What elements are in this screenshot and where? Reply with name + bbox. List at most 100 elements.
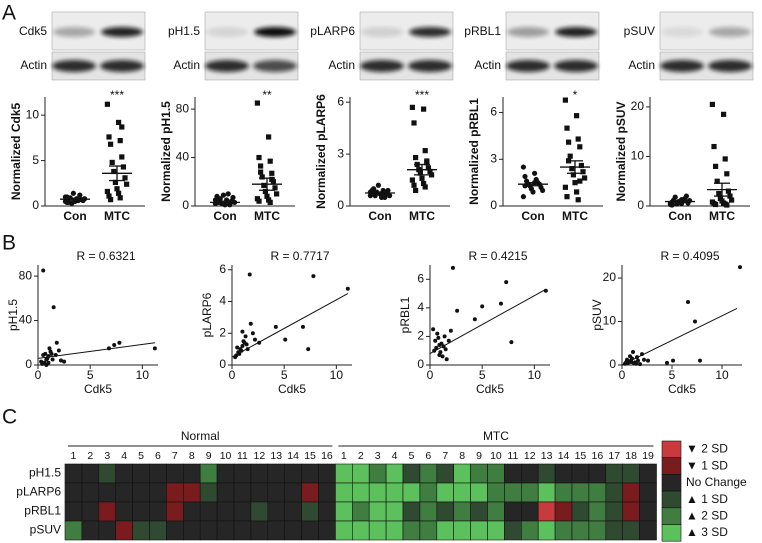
scatter-point <box>442 334 447 339</box>
column-label: 15 <box>304 450 316 462</box>
y-tick-label: 0 <box>490 198 497 212</box>
mtc-point <box>714 178 720 184</box>
heatmap-cell <box>554 501 573 522</box>
heatmap-cell <box>453 501 471 522</box>
row-label: pRBL1 <box>24 504 61 518</box>
heatmap-cell <box>504 501 522 522</box>
y-tick-label: 6 <box>417 271 424 285</box>
mtc-point <box>724 202 730 208</box>
column-label: 7 <box>442 450 448 462</box>
scatter-point <box>240 329 245 334</box>
y-axis-label: pSUV <box>590 299 604 330</box>
con-point <box>64 199 70 205</box>
column-label: 4 <box>392 450 398 462</box>
heatmap-cell <box>335 463 353 484</box>
heatmap-cell <box>98 501 117 522</box>
heatmap-cell <box>335 520 353 541</box>
scatter-point <box>431 327 436 332</box>
heatmap-cell <box>216 520 235 541</box>
x-tick-label: 10 <box>136 368 150 382</box>
heatmap-cell <box>487 463 505 484</box>
heatmap-cell <box>199 501 218 522</box>
con-point <box>532 170 538 176</box>
scatter-point <box>642 357 646 362</box>
y-tick-label: 3 <box>490 151 497 165</box>
heatmap-cell <box>504 520 522 541</box>
con-point <box>387 193 393 199</box>
heatmap-cell <box>98 520 117 541</box>
mtc-point <box>716 191 722 197</box>
y-axis-label: Normalized pH1.5 <box>159 101 173 202</box>
x-tick-label: 10 <box>715 368 729 382</box>
heatmap-cell <box>149 501 167 522</box>
mtc-point <box>109 159 115 165</box>
mtc-point <box>729 197 735 203</box>
heatmap-cell <box>453 463 471 484</box>
trend-line <box>231 293 349 358</box>
mtc-point <box>267 158 273 164</box>
heatmap-cell <box>301 501 319 522</box>
heatmap-cell <box>267 501 285 522</box>
scatter-point <box>283 337 288 342</box>
blot-band <box>52 60 96 72</box>
scatter-point <box>498 301 503 306</box>
y-axis-label: Normalized Cdk5 <box>9 102 23 200</box>
con-point <box>530 189 536 195</box>
mtc-point <box>424 160 430 166</box>
column-label: 12 <box>524 450 536 462</box>
heatmap-cell <box>520 482 539 503</box>
scatter-point <box>693 319 697 324</box>
x-tick-label: MTC <box>709 209 735 223</box>
heatmap-cell <box>166 482 184 503</box>
con-point <box>520 164 527 170</box>
column-label: 16 <box>321 450 333 462</box>
x-tick-label: 5 <box>669 368 676 382</box>
column-label: 7 <box>172 450 178 462</box>
heatmap-cell <box>622 482 640 503</box>
scatter-point <box>504 280 509 285</box>
mtc-point <box>425 165 431 171</box>
heatmap-cell <box>571 463 590 484</box>
heatmap-cell <box>81 482 100 503</box>
column-label: 11 <box>507 450 518 462</box>
correlation-label: R = 0.4215 <box>468 249 527 263</box>
scatter-point <box>698 358 702 363</box>
blot-band <box>408 60 452 72</box>
x-axis-label: Cdk5 <box>84 382 112 396</box>
scatter-point <box>152 346 157 351</box>
scatter-point <box>51 305 56 310</box>
x-tick-label: 0 <box>427 368 434 382</box>
mtc-point <box>572 180 578 186</box>
heatmap-cell <box>233 520 252 541</box>
heatmap-cell <box>318 482 336 503</box>
scatter-point <box>49 351 54 356</box>
mtc-point <box>104 101 110 107</box>
heatmap-cell <box>436 501 454 522</box>
y-tick-label: 10 <box>631 149 645 163</box>
y-tick-label: 80 <box>19 268 33 282</box>
mtc-point <box>411 120 417 126</box>
x-tick-label: Con <box>668 209 691 223</box>
heatmap-cell <box>81 501 100 522</box>
blot-band <box>205 60 249 72</box>
column-label: 12 <box>254 450 266 462</box>
y-tick-label: 0 <box>417 357 424 371</box>
heatmap-cell <box>419 501 438 522</box>
heatmap-cell <box>284 501 302 522</box>
scatter-point <box>443 347 448 352</box>
mtc-point <box>564 125 570 131</box>
mtc-point <box>122 175 128 181</box>
heatmap-cell <box>301 463 319 484</box>
blot-band <box>101 27 143 37</box>
trend-line <box>429 288 547 355</box>
significance: *** <box>415 88 429 102</box>
mtc-point <box>413 154 419 161</box>
heatmap-cell <box>639 482 657 503</box>
heatmap-cell <box>520 463 539 484</box>
x-tick-label: MTC <box>562 209 588 223</box>
con-point <box>230 194 236 201</box>
mtc-point <box>266 134 272 140</box>
mtc-point <box>117 138 123 144</box>
y-tick-label: 10 <box>603 314 617 328</box>
heatmap-cell <box>487 482 505 503</box>
